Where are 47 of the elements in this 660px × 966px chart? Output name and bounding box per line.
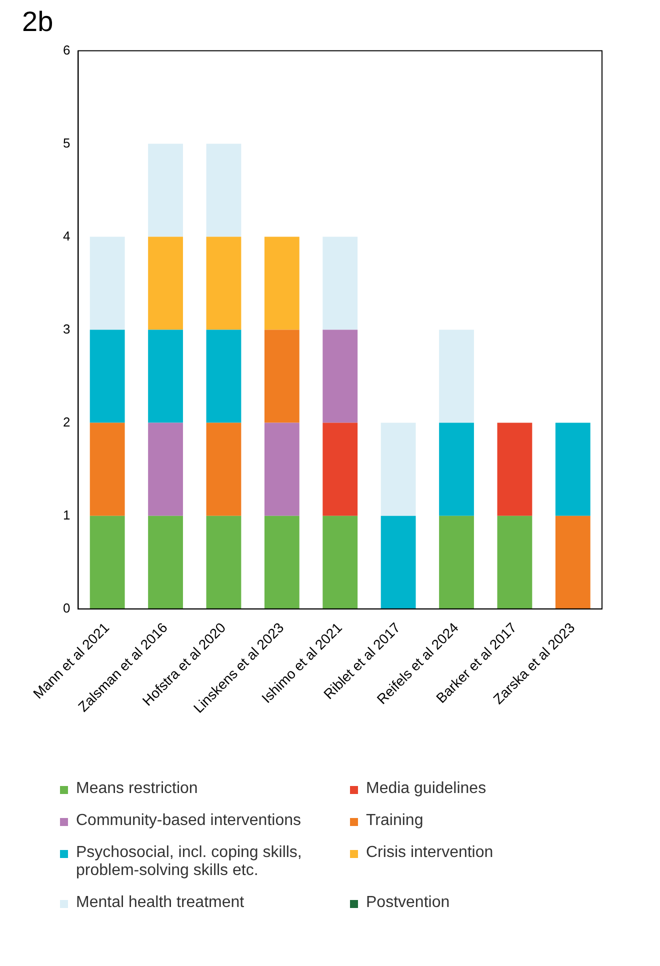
bar [439, 330, 474, 423]
y-tick-label: 3 [62, 321, 70, 336]
bar [264, 330, 300, 423]
y-tick-label: 1 [62, 507, 70, 522]
bar [206, 330, 242, 423]
bar [555, 516, 590, 609]
bar [206, 422, 242, 516]
bar [322, 516, 358, 609]
y-tick-label: 4 [62, 228, 70, 244]
bar [439, 422, 474, 516]
bar [206, 236, 242, 330]
bar [555, 422, 590, 516]
y-tick-label: 2 [62, 414, 70, 430]
bar [90, 330, 125, 423]
bar [264, 236, 300, 330]
chart-title: 2b [22, 6, 54, 38]
legend-label: Mental health treatment [76, 894, 244, 912]
bar [497, 422, 532, 516]
bar [148, 330, 183, 423]
legend-label: Crisis intervention [366, 844, 494, 862]
y-tick-label: 0 [62, 600, 70, 616]
bar [148, 144, 183, 237]
legend-label: Postvention [366, 894, 450, 912]
bar [148, 516, 183, 609]
bar [497, 516, 532, 609]
bar [90, 422, 125, 516]
bar [380, 516, 416, 609]
legend-label: Psychosocial, incl. coping skills, problem-solving skills etc. [76, 844, 303, 880]
bar [322, 236, 358, 330]
bar [148, 236, 183, 330]
bar [439, 516, 474, 609]
bar [380, 422, 416, 516]
bar [90, 236, 125, 330]
bar [148, 422, 183, 516]
bar [206, 144, 242, 237]
legend-label: Means restriction [76, 780, 198, 798]
bar [322, 422, 358, 516]
legend-label: Community-based interventions [76, 812, 301, 830]
bar [264, 516, 300, 609]
y-tick-label: 5 [62, 135, 70, 150]
legend-label: Training [366, 812, 424, 830]
bar [322, 330, 358, 423]
bar [206, 516, 242, 609]
bar [90, 516, 125, 609]
bar [264, 422, 300, 516]
y-tick-label: 6 [62, 42, 70, 58]
legend-label: Media guidelines [366, 780, 486, 798]
